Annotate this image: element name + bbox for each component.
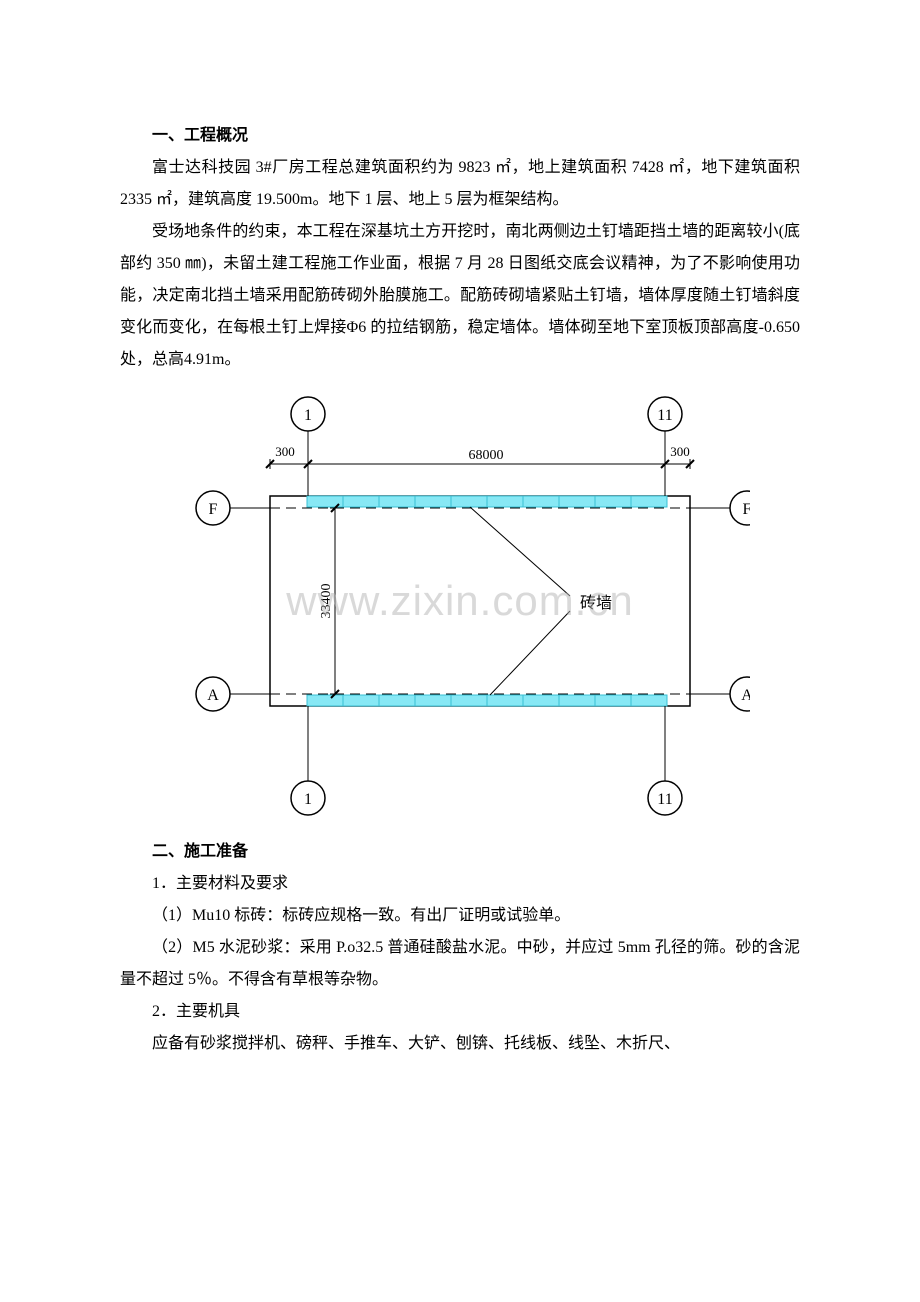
- grid-top-11: 11: [657, 407, 672, 424]
- grid-left-a: A: [207, 687, 219, 704]
- section1-p2: 受场地条件的约束，本工程在深基坑土方开挖时，南北两侧边土钉墙距挡土墙的距离较小(…: [120, 216, 800, 376]
- grid-bottom-1: 1: [304, 791, 312, 808]
- grid-right-a: A: [741, 687, 750, 704]
- section2-heading: 二、施工准备: [120, 836, 800, 868]
- item1-title: 1．主要材料及要求: [120, 868, 800, 900]
- grid-top-1: 1: [304, 407, 312, 424]
- item1-1: （1）Mu10 标砖：标砖应规格一致。有出厂证明或试验单。: [120, 900, 800, 932]
- dim-h-right: 300: [670, 444, 690, 459]
- grid-left-f: F: [209, 501, 218, 518]
- plan-diagram: www.zixin.com.cn: [170, 386, 750, 816]
- dim-h-left: 300: [275, 444, 295, 459]
- grid-bottom-11: 11: [657, 791, 672, 808]
- grid-right-f: F: [743, 501, 750, 518]
- document-page: 一、工程概况 富士达科技园 3#厂房工程总建筑面积约为 9823 ㎡，地上建筑面…: [0, 0, 920, 1120]
- dim-h: 68000: [469, 448, 504, 463]
- section1-p1: 富士达科技园 3#厂房工程总建筑面积约为 9823 ㎡，地上建筑面积 7428 …: [120, 152, 800, 216]
- dim-v: 33400: [319, 584, 334, 619]
- item2-1: 应备有砂浆搅拌机、磅秤、手推车、大铲、刨锛、托线板、线坠、木折尺、: [120, 1028, 800, 1060]
- wall-label: 砖墙: [580, 594, 612, 612]
- diagram-svg: 1 11 F F A A 1 11 68000: [170, 386, 750, 816]
- section1-heading: 一、工程概况: [120, 120, 800, 152]
- item2-title: 2．主要机具: [120, 996, 800, 1028]
- item1-2: （2）M5 水泥砂浆：采用 P.o32.5 普通硅酸盐水泥。中砂，并应过 5mm…: [120, 932, 800, 996]
